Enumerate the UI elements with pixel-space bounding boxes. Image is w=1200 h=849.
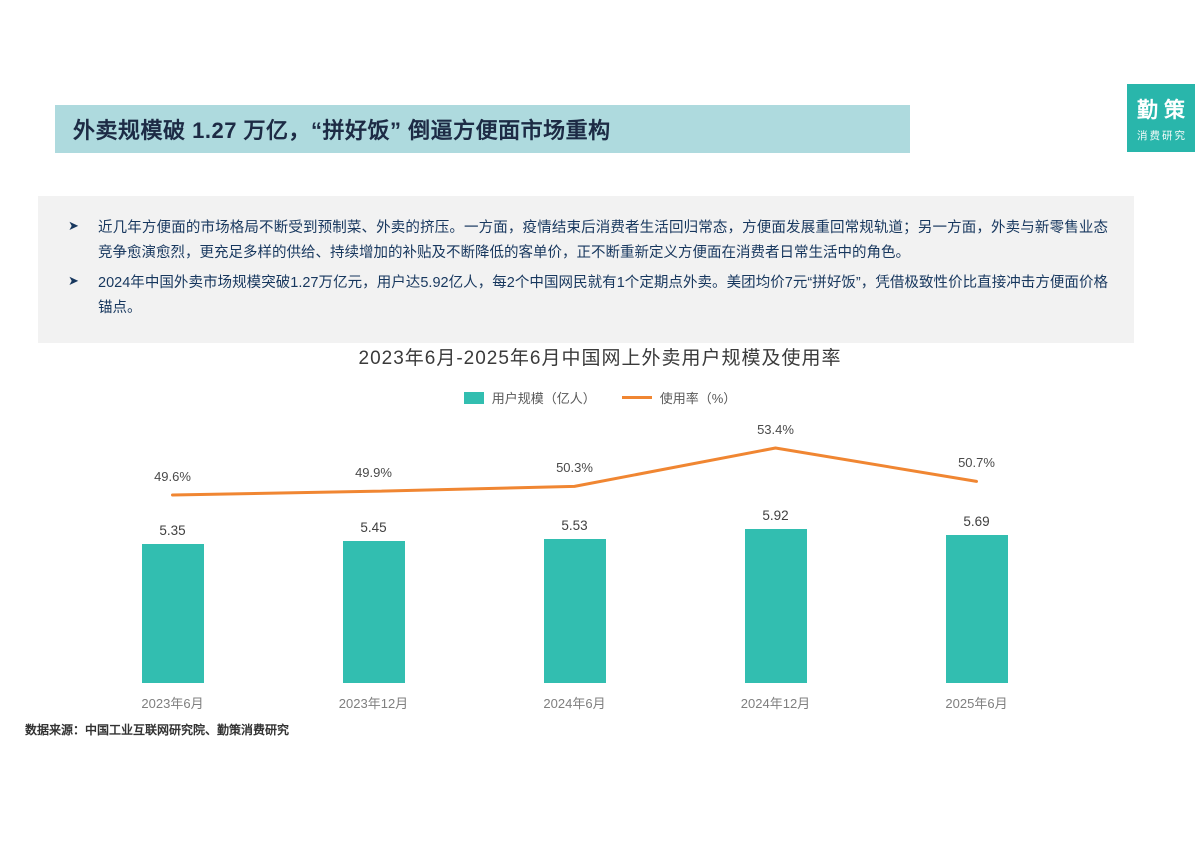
- legend-item-bar-series: 用户规模（亿人）: [463, 388, 596, 407]
- brand-logo-name: 勤策: [1137, 98, 1191, 122]
- header-bar: 外卖规模破 1.27 万亿，“拼好饭” 倒逼方便面市场重构: [55, 105, 910, 153]
- chart-legend: 用户规模（亿人） 使用率（%）: [60, 388, 1140, 407]
- legend-label: 用户规模（亿人）: [491, 391, 596, 406]
- line-point-label: 50.7%: [958, 455, 995, 471]
- usage-rate-line: [171, 446, 978, 497]
- bar-value-label: 5.53: [561, 518, 588, 534]
- bar-2024年12月: [744, 529, 807, 683]
- line-point-label: 49.6%: [154, 469, 191, 484]
- bar-2025年6月: [945, 535, 1008, 683]
- x-axis-label: 2023年12月: [338, 696, 409, 711]
- bullet-item: ➤ 2024年中国外卖市场规模突破1.27万亿元，用户达5.92亿人，每2个中国…: [68, 271, 1108, 320]
- bar-2023年6月: [141, 543, 204, 683]
- legend-item-line-series: 使用率（%）: [621, 388, 737, 407]
- line-point-label: 49.9%: [355, 465, 392, 481]
- bar-value-label: 5.92: [762, 508, 789, 524]
- bullet-arrow-icon: ➤: [68, 218, 79, 233]
- data-source-note: 数据来源：中国工业互联网研究院、勤策消费研究: [25, 723, 290, 737]
- bar-value-label: 5.35: [159, 522, 186, 538]
- bar-2024年6月: [543, 539, 606, 683]
- legend-label: 使用率（%）: [659, 391, 737, 406]
- chart-title: 2023年6月-2025年6月中国网上外卖用户规模及使用率: [358, 348, 842, 369]
- bullet-item: ➤ 近几年方便面的市场格局不断受到预制菜、外卖的挤压。一方面，疫情结束后消费者生…: [68, 216, 1108, 265]
- line-series-swatch-icon: [621, 396, 652, 399]
- summary-text-box: ➤ 近几年方便面的市场格局不断受到预制菜、外卖的挤压。一方面，疫情结束后消费者生…: [38, 196, 1134, 343]
- brand-logo-subtitle: 消费研究: [1137, 129, 1187, 142]
- x-axis-label: 2024年12月: [740, 696, 811, 711]
- line-point-label: 53.4%: [757, 421, 794, 437]
- page-title: 外卖规模破 1.27 万亿，“拼好饭” 倒逼方便面市场重构: [73, 118, 611, 143]
- bullet-arrow-icon: ➤: [68, 273, 79, 289]
- bullet-text: 2024年中国外卖市场规模突破1.27万亿元，用户达5.92亿人，每2个中国网民…: [98, 275, 1108, 316]
- bar-2023年12月: [342, 541, 405, 683]
- line-point-label: 50.3%: [556, 460, 593, 476]
- bar-value-label: 5.69: [963, 514, 990, 530]
- bar-series-swatch-icon: [463, 391, 484, 404]
- bullet-text: 近几年方便面的市场格局不断受到预制菜、外卖的挤压。一方面，疫情结束后消费者生活回…: [98, 220, 1108, 261]
- x-axis-label: 2024年6月: [543, 696, 606, 711]
- x-axis-label: 2023年6月: [141, 696, 204, 711]
- bar-value-label: 5.45: [360, 520, 387, 536]
- chart-plot-area: 5.35 49.6% 2023年6月 5.45 49.9% 2023年12月 5.53 50.…: [72, 420, 1077, 711]
- x-axis-label: 2025年6月: [945, 696, 1008, 711]
- brand-logo: 勤策 消费研究: [1127, 84, 1195, 152]
